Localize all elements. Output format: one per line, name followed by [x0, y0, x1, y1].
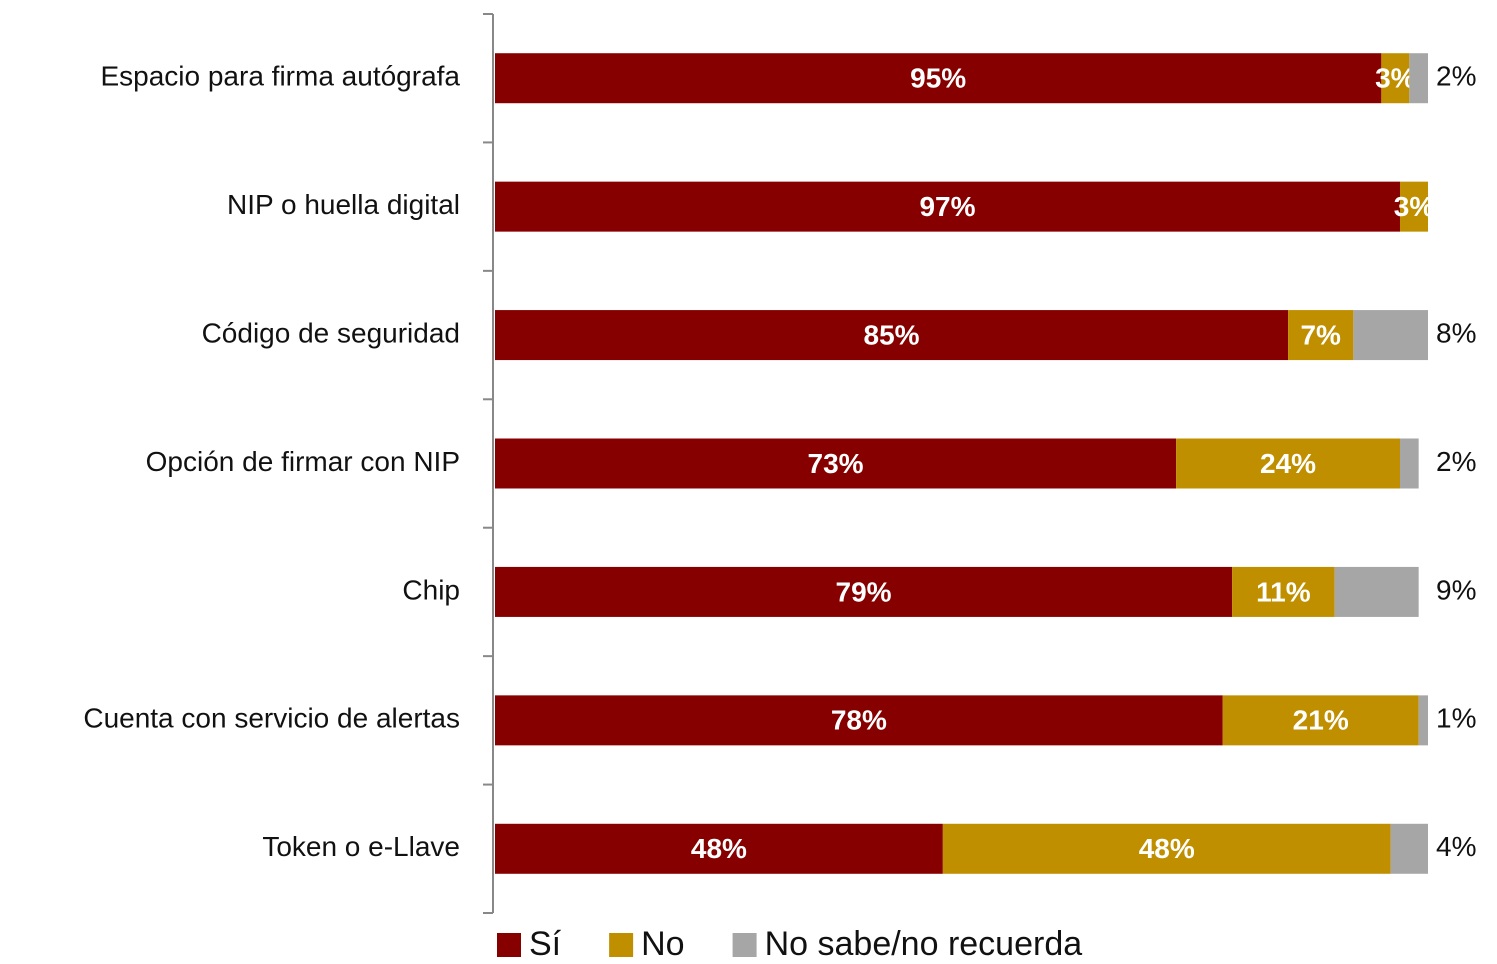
legend-swatch — [732, 933, 757, 957]
legend-swatch — [497, 933, 521, 957]
value-label: 7% — [1300, 319, 1341, 350]
value-label: 85% — [864, 319, 920, 350]
legend-label: No sabe/no recuerda — [765, 925, 1083, 963]
value-label: 21% — [1293, 705, 1349, 736]
value-label: 11% — [1256, 576, 1311, 607]
bar-segment — [1232, 566, 1335, 617]
bar-segment — [1390, 823, 1428, 874]
value-label: 2% — [1436, 61, 1476, 92]
value-label: 95% — [910, 63, 966, 94]
bar-segment — [1418, 695, 1428, 746]
legend-label: Sí — [529, 925, 562, 963]
category-label: Chip — [402, 574, 460, 605]
bar-segment — [1176, 438, 1401, 489]
bar-segment — [495, 181, 1401, 232]
value-label: 79% — [836, 576, 892, 607]
legend-label: No — [641, 925, 684, 963]
value-label: 78% — [831, 705, 887, 736]
value-label: 1% — [1436, 703, 1476, 734]
bar-segment — [495, 695, 1223, 746]
value-label: 2% — [1436, 446, 1476, 477]
bar-segment — [495, 566, 1233, 617]
category-label: Código de seguridad — [202, 317, 460, 348]
bar-segment — [495, 310, 1289, 361]
value-label: 9% — [1436, 574, 1476, 605]
bar-segment — [1334, 566, 1419, 617]
value-label: 8% — [1436, 317, 1476, 348]
bar-segment — [1288, 310, 1354, 361]
bar-segment — [942, 823, 1391, 874]
value-label: 24% — [1260, 448, 1316, 479]
bar-segment — [1400, 181, 1428, 232]
category-label: Cuenta con servicio de alertas — [83, 703, 460, 734]
value-label: 48% — [1139, 833, 1195, 864]
bar-segment — [1381, 53, 1410, 104]
bar-segment — [1400, 438, 1419, 489]
bar-segment — [495, 438, 1177, 489]
legend-swatch — [609, 933, 634, 957]
category-label: Opción de firmar con NIP — [146, 446, 460, 477]
value-label: 97% — [919, 191, 975, 222]
bar-segment — [495, 53, 1382, 104]
category-label: Espacio para firma autógrafa — [100, 61, 460, 92]
value-label: 3% — [1394, 191, 1435, 222]
bar-segment — [1409, 53, 1428, 104]
bar-segment — [1222, 695, 1419, 746]
bar-segment — [495, 823, 943, 874]
category-label: Token o e-Llave — [262, 831, 460, 862]
bar-segment — [1353, 310, 1428, 361]
value-label: 48% — [691, 833, 747, 864]
category-label: NIP o huella digital — [227, 189, 460, 220]
value-label: 3% — [1375, 63, 1416, 94]
value-label: 73% — [808, 448, 864, 479]
value-label: 4% — [1436, 831, 1476, 862]
